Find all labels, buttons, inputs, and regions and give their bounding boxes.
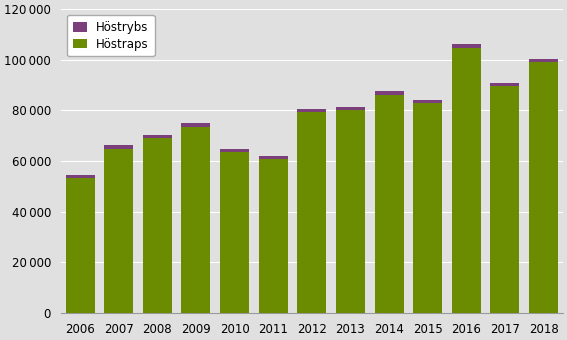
Bar [375, 91, 404, 95]
Bar [181, 123, 210, 127]
Bar [336, 107, 365, 110]
Bar [490, 86, 519, 313]
Bar [181, 127, 210, 313]
Bar [529, 59, 558, 62]
Bar [336, 110, 365, 313]
Bar [297, 109, 326, 112]
Bar [490, 83, 519, 86]
Bar [104, 145, 133, 149]
Bar [259, 158, 287, 313]
Bar [143, 135, 172, 138]
Bar [452, 44, 481, 48]
Bar [375, 95, 404, 313]
Bar [143, 138, 172, 313]
Legend: Höstrybs, Höstraps: Höstrybs, Höstraps [67, 15, 155, 56]
Bar [413, 100, 442, 103]
Bar [66, 175, 95, 177]
Bar [220, 149, 249, 152]
Bar [220, 152, 249, 313]
Bar [104, 149, 133, 313]
Bar [413, 103, 442, 313]
Bar [529, 62, 558, 313]
Bar [452, 48, 481, 313]
Bar [259, 156, 287, 158]
Bar [66, 177, 95, 313]
Bar [297, 112, 326, 313]
